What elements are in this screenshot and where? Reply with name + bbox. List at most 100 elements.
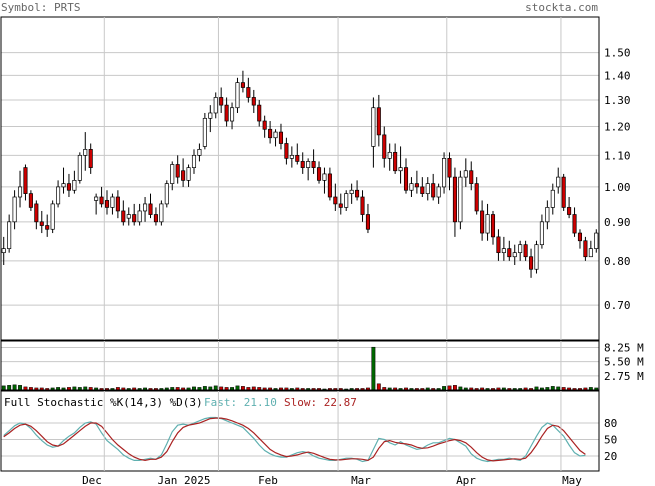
candle-body: [170, 164, 175, 184]
volume-bar: [442, 386, 446, 391]
candle-body: [77, 154, 82, 181]
price-tick-label: 1.10: [604, 149, 631, 162]
candle-body: [409, 183, 414, 191]
candle-body: [99, 196, 104, 205]
x-tick-label: Dec: [82, 474, 102, 486]
volume-bar: [550, 386, 555, 391]
volume-bar: [12, 384, 17, 391]
candle-body: [447, 158, 452, 178]
volume-bar: [235, 385, 240, 391]
candle-body: [246, 87, 251, 98]
candle-body: [208, 112, 213, 119]
candle-body: [202, 117, 207, 147]
price-panel: 1.50 1.40 1.30 1.20 1.10 1.00 0.90 0.80 0.70: [0, 16, 631, 341]
candle-body: [28, 193, 33, 208]
candle-body: [534, 244, 539, 270]
candle-body: [355, 189, 360, 198]
volume-tick-label: 2.75 M: [604, 370, 644, 383]
fast-line: [3, 416, 586, 463]
candle-body: [159, 203, 164, 223]
candle-body: [115, 196, 120, 212]
volume-bar: [202, 386, 207, 391]
candle-body: [583, 240, 588, 258]
price-frame: [0, 16, 600, 341]
candle-body: [268, 128, 273, 139]
stochastic-title: Full Stochastic %K(14,3) %D(3): [4, 396, 203, 409]
fast-value-label: Fast: 21.10: [204, 396, 277, 409]
candle-body: [458, 176, 463, 223]
candle-body: [501, 248, 506, 254]
candle-body: [219, 97, 224, 106]
candle-body: [257, 104, 262, 122]
candle-body: [164, 183, 169, 205]
candle-body: [311, 161, 316, 168]
candle-body: [273, 131, 278, 139]
candle-body: [197, 149, 202, 156]
candle-body: [72, 180, 77, 191]
candle-body: [50, 203, 55, 230]
candle-body: [425, 183, 430, 194]
candle-body: [295, 154, 300, 162]
candle-body: [360, 196, 365, 215]
slow-value-label: Slow: 22.87: [284, 396, 357, 409]
candle-body: [148, 203, 153, 215]
candle-body: [403, 167, 409, 191]
stochastic-tick-label: 50: [604, 434, 617, 447]
volume-bar: [1, 385, 6, 391]
price-tick-label: 0.80: [604, 255, 631, 268]
candle-body: [306, 161, 311, 168]
stochastic-tick-label: 80: [604, 417, 617, 430]
candle-body: [529, 256, 534, 270]
candle-body: [191, 154, 197, 168]
stochastic-frame: [0, 390, 600, 472]
volume-bar: [447, 385, 452, 391]
candle-body: [452, 176, 457, 223]
candle-body: [284, 143, 289, 159]
candle-body: [376, 107, 381, 136]
candle-body: [153, 214, 158, 223]
candle-body: [371, 107, 376, 147]
candle-body: [186, 167, 191, 181]
price-tick-label: 1.20: [604, 121, 631, 134]
candle-body: [577, 232, 583, 242]
candle-body: [365, 214, 370, 230]
candle-body: [300, 161, 305, 168]
candle-body: [56, 186, 61, 205]
volume-bar: [213, 385, 218, 391]
volume-bar: [18, 385, 22, 391]
stochastic-tick-label: 20: [604, 450, 617, 463]
candle-body: [316, 167, 322, 181]
candle-body: [442, 158, 447, 188]
candle-body: [94, 196, 99, 201]
candle-body: [463, 170, 468, 178]
candle-body: [137, 210, 142, 223]
candle-body: [518, 244, 523, 254]
candle-body: [436, 186, 441, 198]
candle-body: [344, 193, 349, 208]
volume-tick-label: 5.50 M: [604, 356, 644, 369]
candle-body: [420, 186, 425, 194]
site-label[interactable]: stockta.com: [525, 1, 598, 14]
candle-body: [1, 248, 6, 254]
candle-body: [572, 214, 577, 234]
candle-body: [398, 167, 403, 172]
volume-bar: [240, 386, 245, 391]
candle-body: [414, 183, 419, 188]
x-axis: Dec Jan 2025 Feb Mar Apr May: [82, 17, 582, 486]
candle-body: [480, 210, 485, 234]
candle-body: [507, 248, 512, 258]
candle-body: [523, 244, 528, 258]
candle-body: [88, 149, 93, 168]
candle-body: [23, 167, 28, 194]
candle-body: [469, 170, 474, 184]
candle-body: [39, 221, 44, 226]
x-tick-label: May: [562, 474, 582, 486]
candle-body: [431, 183, 436, 198]
volume-bar: [376, 383, 381, 391]
candle-body: [230, 107, 235, 122]
price-tick-label: 0.70: [604, 299, 631, 312]
price-tick-label: 1.00: [604, 181, 631, 194]
candle-body: [235, 82, 240, 109]
candle-body: [143, 203, 148, 212]
